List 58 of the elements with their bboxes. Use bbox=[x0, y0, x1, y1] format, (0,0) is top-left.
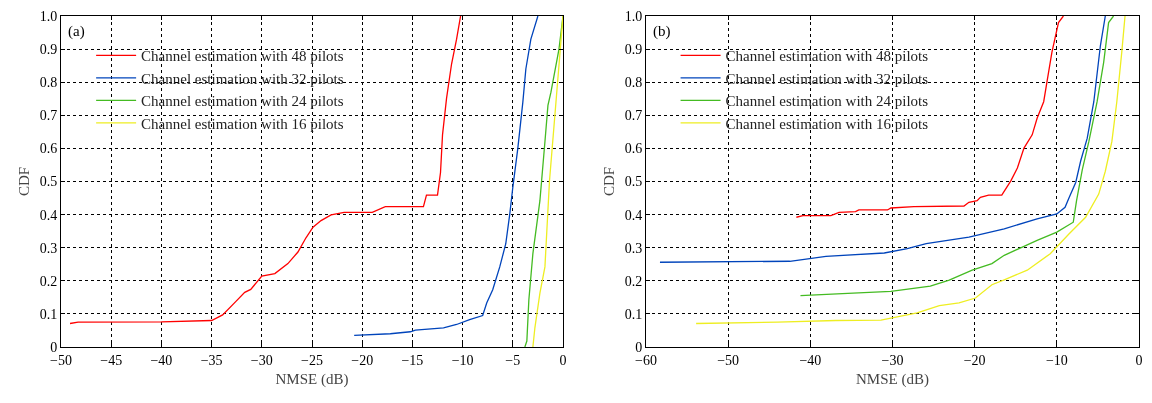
y-tick-label: 0.4 bbox=[624, 207, 643, 223]
x-tick-label: 0 bbox=[1135, 352, 1143, 368]
legend-label: Channel estimation with 24 pilots bbox=[141, 93, 344, 110]
y-tick-label: 0.9 bbox=[624, 42, 643, 57]
x-tick-label: −20 bbox=[963, 352, 986, 368]
legend-label: Channel estimation with 32 pilots bbox=[141, 70, 344, 87]
x-tick-label: −50 bbox=[50, 352, 72, 368]
x-tick-label: −15 bbox=[401, 352, 424, 368]
y-tick-label: 0.6 bbox=[624, 141, 643, 157]
x-tick-label: −5 bbox=[505, 352, 521, 368]
y-tick-label: 0 bbox=[50, 339, 58, 355]
legend-label: Channel estimation with 32 pilots bbox=[725, 70, 929, 87]
line-series bbox=[532, 16, 563, 347]
legend-label: Channel estimation with 24 pilots bbox=[725, 93, 929, 110]
x-tick-label: −40 bbox=[799, 352, 822, 368]
x-tick-label: −30 bbox=[881, 352, 904, 368]
x-tick-label: −40 bbox=[150, 352, 173, 368]
line-series bbox=[353, 16, 539, 337]
x-tick-label: −60 bbox=[635, 352, 657, 368]
legend-label: Channel estimation with 48 pilots bbox=[141, 48, 344, 65]
line-series bbox=[69, 16, 462, 325]
x-tick-label: −35 bbox=[200, 352, 223, 368]
x-axis-title: NMSE (dB) bbox=[275, 370, 349, 388]
y-tick-label: 0.1 bbox=[39, 306, 58, 322]
y-tick-label: 0.1 bbox=[624, 306, 643, 322]
y-tick-label: 0.7 bbox=[39, 108, 58, 124]
y-tick-label: 1.0 bbox=[624, 8, 643, 24]
legend-label: Channel estimation with 16 pilots bbox=[141, 115, 344, 132]
y-tick-label: 1.0 bbox=[39, 8, 58, 24]
y-axis-title: CDF bbox=[600, 166, 617, 197]
x-tick-label: −10 bbox=[1045, 352, 1068, 368]
x-tick-label: −45 bbox=[100, 352, 123, 368]
x-tick-label: −30 bbox=[250, 352, 273, 368]
legend-label: Channel estimation with 48 pilots bbox=[725, 48, 929, 65]
y-axis-title: CDF bbox=[15, 166, 32, 197]
y-tick-label: 0.5 bbox=[39, 174, 58, 190]
x-tick-label: −50 bbox=[717, 352, 740, 368]
x-tick-label: −10 bbox=[451, 352, 474, 368]
x-tick-label: −25 bbox=[301, 352, 323, 368]
text: (a) bbox=[68, 23, 85, 40]
y-tick-label: 0.3 bbox=[624, 240, 643, 256]
y-tick-label: 0.4 bbox=[39, 207, 58, 223]
x-tick-label: 0 bbox=[559, 352, 567, 368]
y-tick-label: 0.8 bbox=[624, 75, 643, 91]
x-tick-label: −20 bbox=[351, 352, 374, 368]
y-tick-label: 0 bbox=[635, 339, 643, 355]
text: (b) bbox=[653, 23, 671, 40]
y-tick-label: 0.8 bbox=[39, 75, 58, 91]
x-axis-title: NMSE (dB) bbox=[856, 370, 929, 388]
legend-label: Channel estimation with 16 pilots bbox=[725, 115, 929, 132]
y-tick-label: 0.2 bbox=[39, 273, 58, 289]
y-tick-label: 0.5 bbox=[624, 174, 643, 190]
y-tick-label: 0.6 bbox=[39, 141, 58, 157]
y-tick-label: 0.3 bbox=[39, 240, 58, 256]
line-series bbox=[695, 16, 1126, 325]
y-tick-label: 0.2 bbox=[624, 273, 643, 289]
y-tick-label: 0.7 bbox=[624, 108, 643, 124]
y-tick-label: 0.9 bbox=[39, 42, 58, 57]
